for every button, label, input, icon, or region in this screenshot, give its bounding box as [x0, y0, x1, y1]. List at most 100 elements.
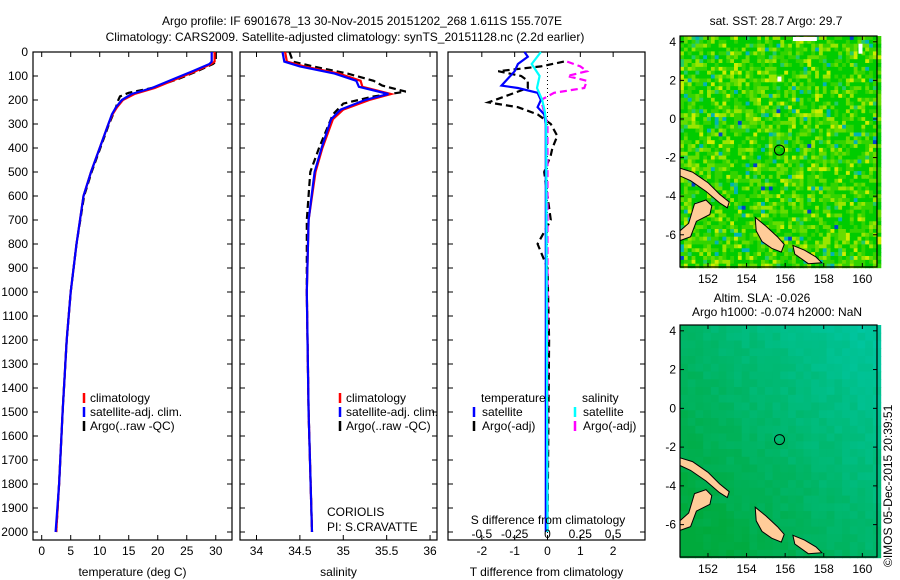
- field-cell: [834, 97, 839, 103]
- field-cell: [722, 232, 727, 238]
- field-cell: [834, 182, 839, 188]
- field-cell: [737, 229, 743, 234]
- field-cell: [726, 425, 735, 435]
- field-cell: [753, 244, 758, 249]
- field-cell: [680, 240, 685, 246]
- field-cell: [795, 240, 801, 246]
- field-cell: [741, 526, 750, 535]
- field-cell: [818, 221, 824, 226]
- field-cell: [869, 70, 874, 76]
- field-cell: [680, 113, 685, 118]
- field-cell: [791, 70, 797, 76]
- field-cell: [822, 174, 828, 180]
- field-cell: [872, 186, 878, 191]
- field-cell: [834, 332, 843, 342]
- field-cell: [718, 117, 724, 122]
- field-cell: [795, 202, 801, 207]
- field-cell: [822, 39, 828, 45]
- field-cell: [730, 86, 735, 91]
- field-cell: [687, 86, 693, 91]
- field-cell: [865, 109, 870, 114]
- field-cell: [853, 66, 859, 72]
- field-cell: [853, 63, 859, 68]
- field-cell: [722, 140, 727, 145]
- field-cell: [865, 128, 870, 134]
- field-cell: [683, 190, 689, 195]
- field-cell: [811, 534, 820, 543]
- field-cell: [703, 379, 712, 388]
- field-cell: [834, 256, 839, 261]
- field-cell: [734, 232, 739, 238]
- field-cell: [749, 379, 758, 388]
- field-cell: [853, 128, 859, 134]
- field-cell: [842, 151, 847, 157]
- field-cell: [795, 194, 801, 199]
- field-cell: [780, 495, 789, 504]
- field-cell: [815, 132, 820, 137]
- field-cell: [741, 63, 747, 68]
- field-cell: [803, 55, 808, 60]
- field-cell: [818, 74, 824, 80]
- field-cell: [741, 244, 747, 249]
- field-cell: [845, 39, 851, 45]
- field-cell: [757, 78, 762, 83]
- field-cell: [737, 120, 743, 126]
- field-cell: [737, 263, 743, 269]
- field-cell: [714, 202, 720, 207]
- field-cell: [788, 198, 793, 203]
- field-cell: [761, 90, 766, 95]
- field-cell: [803, 59, 808, 64]
- lon-tick-label: 152: [698, 272, 718, 286]
- field-cell: [726, 472, 735, 481]
- field-cell: [761, 259, 766, 265]
- field-cell: [799, 90, 805, 95]
- field-cell: [703, 59, 708, 64]
- land-mass: [754, 506, 785, 543]
- field-cell: [749, 252, 754, 257]
- field-cell: [834, 159, 839, 164]
- field-cell: [753, 82, 758, 87]
- field-cell: [683, 36, 689, 41]
- field-cell: [811, 97, 816, 103]
- field-cell: [876, 90, 882, 95]
- field-cell: [838, 66, 843, 72]
- field-cell: [741, 144, 747, 149]
- field-cell: [718, 542, 727, 551]
- field-cell: [726, 174, 731, 180]
- field-cell: [795, 464, 805, 473]
- field-cell: [803, 511, 812, 520]
- field-cell: [822, 159, 828, 164]
- field-cell: [780, 70, 785, 76]
- field-cell: [795, 90, 801, 95]
- field-cell: [861, 144, 866, 149]
- field-cell: [865, 43, 870, 49]
- field-cell: [772, 511, 781, 520]
- field-cell: [687, 36, 693, 41]
- field-cell: [872, 66, 878, 72]
- field-cell: [699, 248, 704, 253]
- field-cell: [791, 117, 797, 122]
- field-cell: [795, 63, 801, 68]
- field-cell: [714, 217, 720, 222]
- field-cell: [876, 205, 882, 211]
- field-cell: [730, 232, 735, 238]
- field-cell: [853, 198, 859, 203]
- field-cell: [803, 526, 812, 535]
- field-cell: [811, 178, 816, 184]
- field-cell: [691, 74, 697, 80]
- field-cell: [826, 248, 832, 253]
- field-cell: [687, 90, 693, 95]
- field-cell: [734, 178, 739, 184]
- field-cell: [703, 480, 712, 489]
- field-cell: [834, 86, 839, 91]
- field-cell: [687, 236, 693, 242]
- field-cell: [849, 232, 855, 238]
- field-cell: [718, 503, 727, 512]
- field-cell: [861, 55, 866, 60]
- field-cell: [768, 151, 774, 157]
- field-cell: [741, 252, 747, 257]
- field-cell: [834, 348, 843, 357]
- field-cell: [768, 186, 774, 191]
- legend-entry: Argo(..raw -QC): [90, 419, 175, 433]
- field-cell: [822, 194, 828, 199]
